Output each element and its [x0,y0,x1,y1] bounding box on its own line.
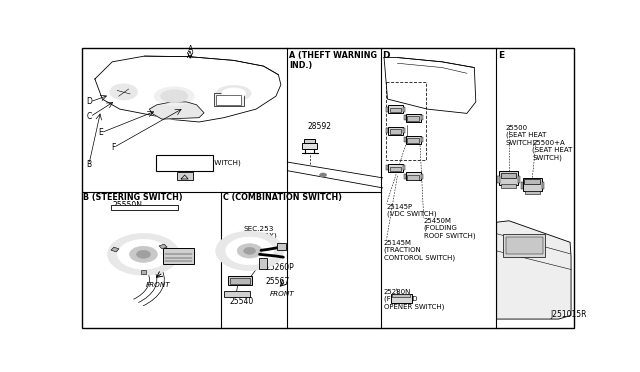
Text: F (HAZARD SWITCH)
25910: F (HAZARD SWITCH) 25910 [167,160,241,173]
Bar [404,115,406,120]
Ellipse shape [216,86,251,101]
Circle shape [110,84,138,100]
Bar [111,205,178,210]
Polygon shape [497,221,571,319]
Bar [404,137,406,142]
Text: FRONT: FRONT [146,282,171,288]
Bar [177,171,193,180]
Bar [497,176,500,183]
Circle shape [118,240,169,269]
Polygon shape [150,102,204,119]
Bar [388,164,403,172]
Text: 25500
(SEAT HEAT
SWITCH): 25500 (SEAT HEAT SWITCH) [506,125,546,146]
Text: 25550N: 25550N [112,201,142,210]
Bar [216,95,241,105]
Bar [542,182,544,189]
Circle shape [226,237,273,264]
Text: A (THEFT WARNING
IND.): A (THEFT WARNING IND.) [289,51,378,70]
Bar [408,116,419,121]
Bar [214,93,244,106]
Bar [224,291,250,297]
Bar [503,234,545,257]
Circle shape [244,247,255,254]
Circle shape [216,231,284,270]
Bar [277,243,286,250]
Ellipse shape [161,90,188,103]
Circle shape [103,80,145,104]
Bar [392,294,410,297]
Circle shape [136,250,150,258]
Bar [141,270,147,274]
Text: E: E [99,128,103,137]
Text: 25145P
(VDC SWITCH): 25145P (VDC SWITCH) [387,203,436,217]
Bar [420,174,423,179]
Bar [163,248,194,264]
Text: A: A [188,51,193,60]
Circle shape [108,234,179,275]
Bar [408,138,419,143]
Text: SEC.253
(47945X): SEC.253 (47945X) [244,226,277,239]
Circle shape [319,173,326,177]
Bar [420,115,423,120]
Bar [406,114,420,122]
Bar [386,106,388,112]
Bar [304,140,315,143]
Bar [388,126,403,135]
Text: F: F [111,143,116,152]
Bar [156,155,213,171]
Text: B (STEERING SWITCH): B (STEERING SWITCH) [83,193,183,202]
Text: 25260P: 25260P [266,263,295,272]
Bar [302,143,317,149]
Text: 25280N
(FUEL LID
OPENER SWITCH): 25280N (FUEL LID OPENER SWITCH) [383,289,444,310]
Bar [408,175,419,180]
Text: 25540: 25540 [230,297,254,306]
Text: 28592: 28592 [307,122,331,131]
Text: FRONT: FRONT [270,291,294,297]
Bar [259,258,268,269]
Bar [403,106,405,112]
Bar [403,165,405,170]
Bar [523,177,542,191]
Text: C: C [86,112,92,121]
Text: 25450M
(FOLDING
ROOF SWITCH): 25450M (FOLDING ROOF SWITCH) [424,218,476,239]
Circle shape [129,246,157,262]
Bar [524,179,540,185]
Bar [499,171,518,185]
Bar [521,182,524,189]
Bar [420,137,423,142]
Bar [390,129,401,134]
Text: B: B [86,160,92,169]
Text: D: D [383,51,390,60]
Bar [406,136,420,144]
Bar [159,244,167,249]
Text: D: D [86,97,92,106]
Bar [404,174,406,179]
Bar [501,185,516,188]
Ellipse shape [154,87,194,106]
Ellipse shape [222,88,246,99]
Bar [391,294,412,303]
Text: 25145M
(TRACTION
CONTOROL SWITCH): 25145M (TRACTION CONTOROL SWITCH) [383,240,454,261]
Text: A: A [188,45,193,54]
Bar [388,105,403,113]
Bar [386,165,388,170]
Bar [111,247,119,252]
Bar [525,191,540,194]
Bar [403,128,405,133]
Bar [390,108,401,112]
Text: E: E [498,51,504,60]
Text: 25567: 25567 [266,277,291,286]
Bar [518,176,520,183]
Bar [386,128,388,133]
Bar [390,167,401,171]
Bar [506,237,543,254]
Circle shape [237,244,262,258]
Bar [228,276,252,285]
Text: J251015R: J251015R [550,310,587,319]
Bar [406,172,420,180]
Text: 25500+A
(SEAT HEAT
SWITCH): 25500+A (SEAT HEAT SWITCH) [532,140,573,161]
Text: C (COMBINATION SWITCH): C (COMBINATION SWITCH) [223,193,342,202]
Bar [500,173,516,178]
Bar [230,278,250,284]
